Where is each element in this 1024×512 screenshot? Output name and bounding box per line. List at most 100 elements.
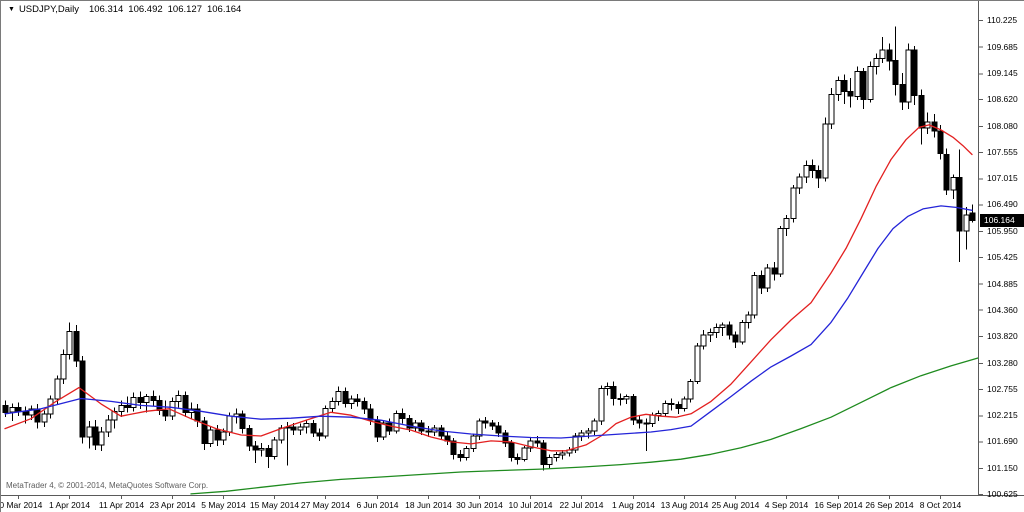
candle-body	[777, 228, 784, 275]
chart-title: ▼ USDJPY,Daily 106.314 106.492 106.127 106.16…	[8, 4, 241, 15]
candle-body	[815, 169, 822, 179]
price-axis-label: 102.215	[987, 410, 1018, 421]
candle-body	[668, 402, 675, 405]
candle-body	[41, 413, 48, 423]
candle-body	[604, 386, 611, 390]
date-axis-label: 11 Apr 2014	[98, 500, 145, 510]
candle-body	[918, 94, 925, 129]
candle-body	[220, 431, 227, 441]
price-axis-label: 101.150	[987, 463, 1018, 474]
candle-body	[137, 397, 144, 403]
candle-body	[591, 420, 598, 432]
current-price-tag: 106.164	[980, 214, 1024, 227]
date-axis-label: 13 Aug 2014	[660, 500, 709, 510]
candle-body	[271, 439, 278, 458]
candle-body	[726, 324, 733, 336]
candle-body	[182, 395, 189, 413]
date-axis-label: 30 Jun 2014	[456, 500, 503, 510]
price-axis-label: 108.080	[987, 120, 1018, 131]
candle-body	[963, 214, 970, 232]
candle-body	[470, 435, 477, 449]
candle-body	[636, 419, 643, 424]
candle-body	[783, 218, 790, 230]
date-axis-label: 18 Jun 2014	[405, 500, 452, 510]
candle-body	[803, 164, 810, 178]
candle-body	[361, 400, 368, 410]
date-axis-label: 10 Jul 2014	[508, 500, 553, 510]
price-axis-label: 108.620	[987, 94, 1018, 105]
candle-body	[329, 400, 336, 409]
price-axis-label: 107.015	[987, 173, 1018, 184]
candle-body	[425, 430, 432, 433]
candle-body	[969, 212, 976, 222]
candle-body	[297, 426, 304, 431]
candle-body	[745, 314, 752, 323]
candle-body	[310, 423, 317, 434]
candle-body	[175, 395, 182, 402]
candle-body	[796, 176, 803, 189]
date-axis-label: 1 Apr 2014	[48, 500, 91, 510]
candle-body	[92, 426, 99, 446]
candle-body	[585, 430, 592, 434]
price-axis-label: 109.145	[987, 68, 1018, 79]
candle-body	[380, 422, 387, 438]
candle-body	[617, 398, 624, 400]
candle-body	[905, 49, 912, 103]
candle-body	[393, 412, 400, 432]
ohlc-close: 106.164	[206, 4, 242, 15]
candle-body	[899, 83, 906, 103]
candle-body	[508, 442, 515, 459]
date-axis-label: 22 Jul 2014	[559, 500, 604, 510]
candle-body	[598, 388, 605, 422]
ohlc-low: 106.127	[167, 4, 202, 15]
candle-body	[790, 187, 797, 220]
candle-body	[386, 422, 393, 432]
date-axis-label: 1 Aug 2014	[611, 500, 656, 510]
price-axis-label: 104.360	[987, 304, 1018, 315]
candle-body	[739, 321, 746, 343]
candle-body	[694, 345, 701, 383]
candle-body	[527, 440, 534, 449]
date-axis-label: 25 Aug 2014	[711, 500, 760, 510]
candle-body	[956, 176, 963, 232]
ma-fast-line	[4, 124, 973, 452]
date-axis-label: 8 Oct 2014	[919, 500, 962, 510]
candle-body	[412, 422, 419, 429]
candle-body	[169, 400, 176, 417]
candle-body	[438, 427, 445, 437]
candle-body	[873, 57, 880, 68]
candle-body	[546, 457, 553, 466]
candle-body	[630, 396, 637, 421]
candle-body	[911, 49, 918, 96]
price-axis-label: 110.225	[987, 15, 1018, 25]
candle-body	[540, 442, 547, 466]
candle-body	[124, 404, 131, 408]
watermark-text: MetaTrader 4, © 2001-2014, MetaQuotes So…	[6, 481, 209, 490]
symbol-period-label: USDJPY,Daily	[18, 4, 79, 15]
candle-body	[835, 80, 842, 95]
price-axis-label: 105.950	[987, 226, 1018, 237]
candle-body	[118, 404, 125, 412]
candle-body	[892, 60, 899, 85]
candle-body	[335, 391, 342, 402]
price-axis-label: 106.490	[987, 199, 1018, 210]
price-axis-label: 103.820	[987, 331, 1018, 342]
candle-body	[15, 406, 22, 412]
candle-body	[278, 427, 285, 441]
candle-body	[809, 164, 816, 171]
ohlc-high: 106.492	[128, 4, 163, 15]
candle-body	[258, 447, 265, 451]
candle-body	[559, 452, 566, 456]
candle-body	[572, 435, 579, 451]
candle-body	[73, 330, 80, 362]
candle-body	[86, 426, 93, 438]
candle-body	[399, 412, 406, 420]
candle-body	[342, 391, 349, 404]
candle-body	[367, 408, 374, 421]
candle-body	[700, 334, 707, 347]
candle-body	[886, 49, 893, 62]
price-axis-label: 105.425	[987, 252, 1018, 262]
candle-body	[610, 386, 617, 399]
